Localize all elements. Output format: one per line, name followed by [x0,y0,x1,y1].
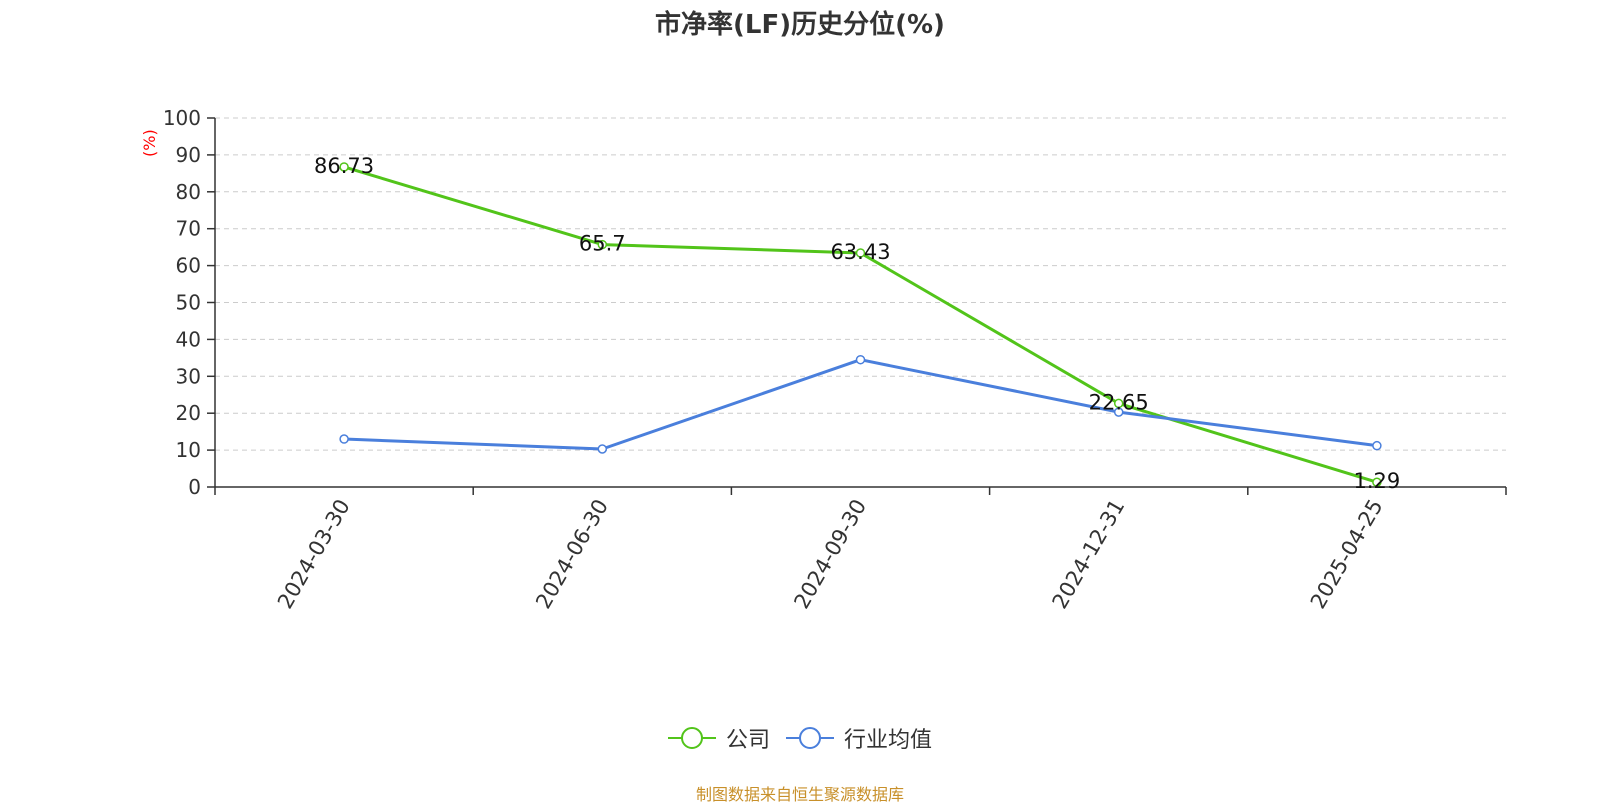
data-point [1113,407,1124,417]
data-label: 65.7 [579,232,626,256]
grid-lines [215,117,1506,451]
data-point [855,248,866,258]
data-point [597,444,608,454]
legend-item[interactable]: 行业均值 [786,722,932,754]
data-point [1372,440,1382,451]
data-label: 1.29 [1354,469,1401,493]
y-tick-label: 70 [176,217,201,241]
data-labels: 86.73 65.7 63.43 22.65 1.29 [314,154,1400,493]
y-tick-label: 90 [176,143,201,167]
data-point [339,162,349,172]
series-line [343,165,1378,484]
legend: 公司 行业均值 [0,722,1600,754]
x-tick-label: 2024-06-30 [531,495,613,613]
x-tick-label: 2024-12-31 [1048,495,1130,613]
y-tick-label: 100 [163,106,201,130]
y-tick-label: 20 [176,401,201,425]
data-point [597,239,608,250]
y-tick-label: 50 [176,291,201,315]
data-label: 22.65 [1089,390,1149,414]
data-point [339,434,349,444]
y-tick-label: 60 [176,254,201,278]
y-tick-label: 30 [176,364,201,388]
data-point [855,354,866,365]
chart-title: 市净率(LF)历史分位(%) [655,10,945,40]
legend-marker-icon [667,727,716,749]
legend-label: 行业均值 [844,728,933,753]
source-note: 制图数据来自恒生聚源数据库 [695,785,904,804]
y-tick-label: 10 [176,438,201,462]
x-tick-label: 2024-09-30 [789,495,871,613]
data-label: 86.73 [314,154,374,178]
y-tick-label: 80 [176,180,201,204]
x-tick-label: 2024-03-30 [273,495,355,613]
legend-marker-icon [786,727,834,749]
legend-label: 公司 [725,728,770,753]
y-tick-label: 0 [188,475,201,499]
x-tick-label: 2025-04-25 [1306,495,1388,613]
axes: 0 10 20 30 40 50 60 70 80 90 100 2024-03-30 2024-06-… [163,106,1507,613]
y-tick-label: 40 [176,327,201,351]
data-label: 63.43 [830,240,890,264]
legend-item[interactable]: 公司 [667,722,770,754]
series-layer [339,162,1382,487]
data-point [1372,477,1382,487]
